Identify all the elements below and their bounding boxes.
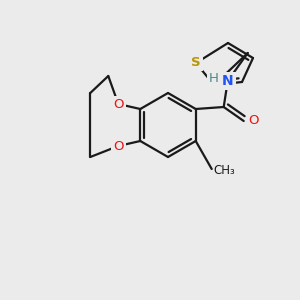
Text: S: S [191, 56, 201, 70]
Text: O: O [113, 140, 124, 152]
Text: CH₃: CH₃ [214, 164, 236, 176]
Text: O: O [113, 98, 124, 110]
Text: N: N [222, 74, 233, 88]
Text: H: H [209, 73, 219, 85]
Text: O: O [248, 115, 259, 128]
